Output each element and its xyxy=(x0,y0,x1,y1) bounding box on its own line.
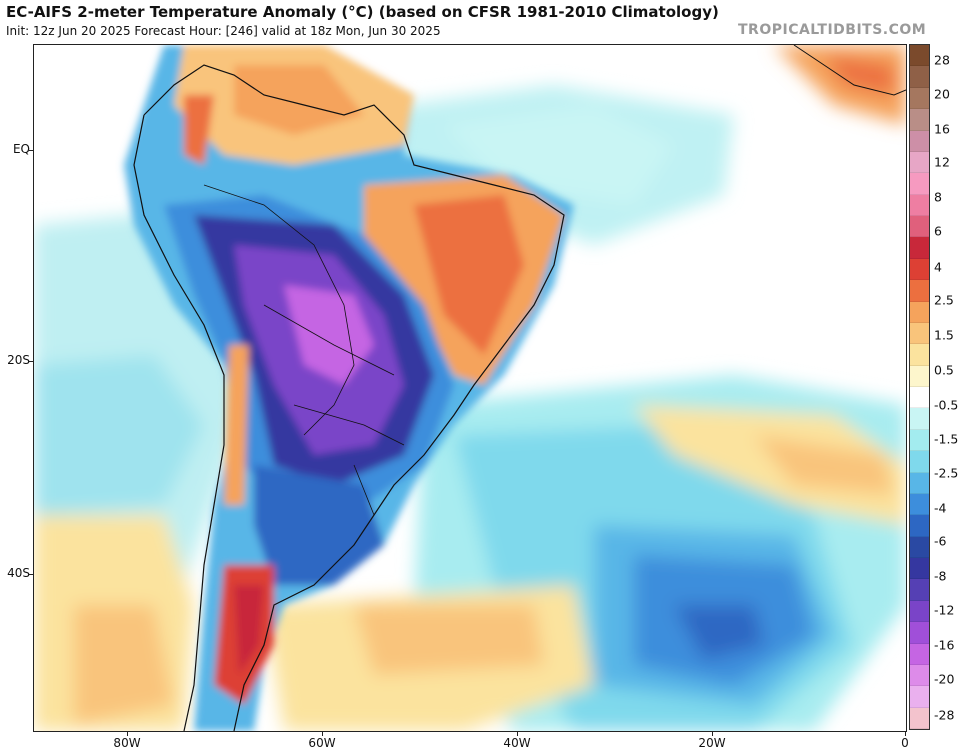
map-svg xyxy=(34,45,906,731)
colorbar-segment xyxy=(910,536,929,558)
colorbar-segment xyxy=(910,600,929,623)
lat-tick xyxy=(29,150,34,151)
coastline xyxy=(143,64,565,731)
colorbar-segment xyxy=(910,151,929,174)
colorbar-segment xyxy=(910,387,929,409)
watermark: TROPICALTIDBITS.COM xyxy=(738,22,927,38)
colorbar-segment xyxy=(910,686,929,708)
colorbar-label: -28 xyxy=(934,707,955,723)
country-borders xyxy=(203,184,405,516)
africa-coastline xyxy=(793,45,906,96)
colorbar-segment xyxy=(910,365,929,387)
colorbar-segment xyxy=(910,664,929,687)
lon-tick xyxy=(517,731,518,736)
colorbar-segment xyxy=(910,408,929,430)
colorbar-label: 8 xyxy=(934,189,942,205)
lon-tick xyxy=(905,731,906,736)
lat-label-eq: EQ xyxy=(12,142,30,156)
colorbar-label: -6 xyxy=(934,533,947,549)
colorbar-segment xyxy=(910,280,929,302)
colorbar-label: 2.5 xyxy=(934,292,954,308)
colorbar-segment xyxy=(910,622,929,644)
colorbar-segment xyxy=(910,579,929,601)
colorbar xyxy=(909,44,930,730)
colorbar-label: 28 xyxy=(934,52,950,68)
colorbar-label: -1.5 xyxy=(934,431,959,447)
colorbar-segment xyxy=(910,87,929,110)
colorbar-segment xyxy=(910,173,929,195)
lat-tick xyxy=(29,574,34,575)
colorbar-segment xyxy=(910,493,929,516)
colorbar-segment xyxy=(910,344,929,366)
colorbar-segment xyxy=(910,643,929,665)
lon-tick xyxy=(322,731,323,736)
lat-label-40s: 40S xyxy=(7,566,30,580)
lon-tick xyxy=(127,731,128,736)
colorbar-segment xyxy=(910,558,929,580)
colorbar-segment xyxy=(910,451,929,473)
lat-tick xyxy=(29,361,34,362)
lon-label-20w: 20W xyxy=(698,736,726,750)
colorbar-segment xyxy=(910,194,929,216)
colorbar-segment xyxy=(910,258,929,281)
colorbar-label: -0.5 xyxy=(934,397,959,413)
colorbar-segment xyxy=(910,515,929,537)
anomaly-map xyxy=(33,44,907,732)
pacific-coastline xyxy=(133,114,225,731)
colorbar-label: -4 xyxy=(934,500,947,516)
colorbar-label: 6 xyxy=(934,223,942,239)
continent-field xyxy=(124,45,574,731)
colorbar-segment xyxy=(910,237,929,259)
lat-label-20s: 20S xyxy=(7,353,30,367)
colorbar-label: 20 xyxy=(934,86,950,102)
colorbar-label: -16 xyxy=(934,637,955,653)
lon-tick xyxy=(712,731,713,736)
anomaly-field xyxy=(34,45,906,731)
colorbar-label: 4 xyxy=(934,259,942,275)
colorbar-label: 12 xyxy=(934,154,950,170)
colorbar-label: -20 xyxy=(934,671,955,687)
colorbar-segment xyxy=(910,109,929,131)
colorbar-label: 0.5 xyxy=(934,362,954,378)
map-title: EC-AIFS 2-meter Temperature Anomaly (°C)… xyxy=(6,3,719,21)
colorbar-segment xyxy=(910,707,929,729)
colorbar-segment xyxy=(910,45,929,67)
lon-label-60w: 60W xyxy=(308,736,336,750)
colorbar-label: 1.5 xyxy=(934,327,954,343)
colorbar-segment xyxy=(910,216,929,238)
colorbar-segment xyxy=(910,322,929,345)
lon-label-0: 0 xyxy=(901,736,909,750)
lon-label-80w: 80W xyxy=(113,736,141,750)
forecast-subtitle: Init: 12z Jun 20 2025 Forecast Hour: [24… xyxy=(6,24,441,38)
colorbar-label: -2.5 xyxy=(934,465,959,481)
colorbar-label: 16 xyxy=(934,121,950,137)
colorbar-segment xyxy=(910,130,929,152)
colorbar-segment xyxy=(910,66,929,88)
colorbar-label: -8 xyxy=(934,568,947,584)
colorbar-label: -12 xyxy=(934,602,955,618)
colorbar-segment xyxy=(910,429,929,452)
lon-label-40w: 40W xyxy=(503,736,531,750)
colorbar-segment xyxy=(910,301,929,323)
colorbar-segment xyxy=(910,472,929,494)
